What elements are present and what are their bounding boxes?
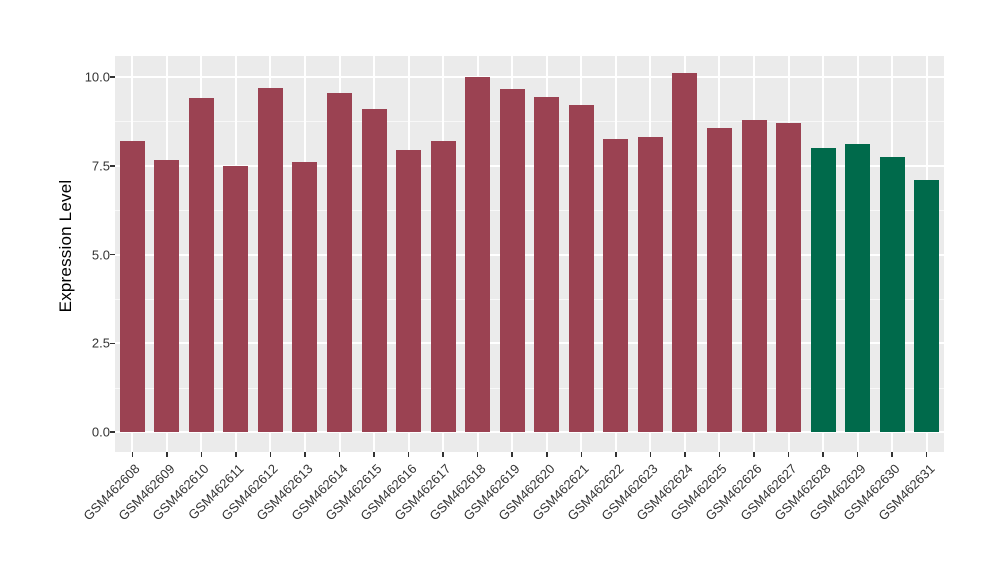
x-tick-mark (615, 452, 617, 457)
y-tick-label: 10.0 (84, 69, 110, 85)
x-tick-mark (166, 452, 168, 457)
y-tick-mark (110, 76, 115, 78)
gridline-minor (115, 121, 944, 123)
y-tick-mark (110, 342, 115, 344)
bar (672, 73, 698, 432)
x-tick-mark (131, 452, 134, 457)
gridline-minor (115, 298, 944, 300)
bar (119, 140, 145, 432)
bar (465, 77, 491, 432)
x-tick-mark (511, 452, 513, 457)
bar (188, 98, 214, 432)
bar (914, 179, 940, 432)
x-tick-mark (925, 452, 928, 457)
y-tick-label: 7.5 (91, 158, 110, 174)
bar (776, 123, 802, 432)
gridline-major (115, 164, 944, 167)
x-tick-mark (891, 452, 893, 457)
y-tick-mark (110, 165, 115, 167)
y-tick-label: 5.0 (91, 247, 110, 262)
gridline-minor (115, 387, 944, 389)
bar (568, 105, 594, 432)
y-tick-label: 0.0 (91, 424, 110, 440)
y-tick-label: 2.5 (91, 335, 110, 351)
x-tick-mark (718, 452, 721, 457)
x-tick-mark (407, 452, 410, 457)
x-tick-mark (269, 452, 272, 457)
bar (292, 162, 318, 432)
x-tick-mark (822, 452, 824, 457)
x-tick-mark (753, 452, 755, 457)
bar (845, 144, 871, 432)
plot-panel (115, 56, 944, 452)
x-tick-mark (787, 452, 790, 457)
x-tick-mark (373, 452, 375, 457)
bar (499, 89, 525, 432)
gridline-major (115, 431, 944, 433)
x-tick-mark (338, 452, 341, 457)
bar (534, 96, 560, 432)
x-tick-mark (476, 452, 479, 457)
x-tick-mark (235, 452, 237, 457)
x-tick-mark (856, 452, 859, 457)
gridline-major (115, 342, 944, 345)
bar (741, 119, 767, 432)
x-tick-mark (442, 452, 444, 457)
bar (810, 148, 836, 432)
x-tick-mark (649, 452, 652, 457)
bar (879, 156, 905, 432)
bar (223, 165, 249, 432)
bar (361, 108, 387, 432)
x-tick-mark (304, 452, 306, 457)
x-tick-mark (684, 452, 686, 457)
gridline-major (115, 253, 944, 256)
y-tick-mark (110, 253, 115, 256)
x-tick-mark (546, 452, 548, 457)
y-axis-title: Expression Level (56, 179, 75, 313)
bar (637, 137, 663, 432)
bar (430, 140, 456, 432)
bar (706, 128, 732, 432)
x-tick-mark (580, 452, 583, 457)
gridline-minor (115, 210, 944, 212)
x-tick-mark (200, 452, 203, 457)
y-tick-mark (110, 431, 115, 433)
bar (257, 87, 283, 432)
bar (603, 139, 629, 432)
bar (327, 92, 353, 432)
bar (396, 149, 422, 432)
bar (154, 160, 180, 432)
gridline-major (115, 76, 944, 78)
